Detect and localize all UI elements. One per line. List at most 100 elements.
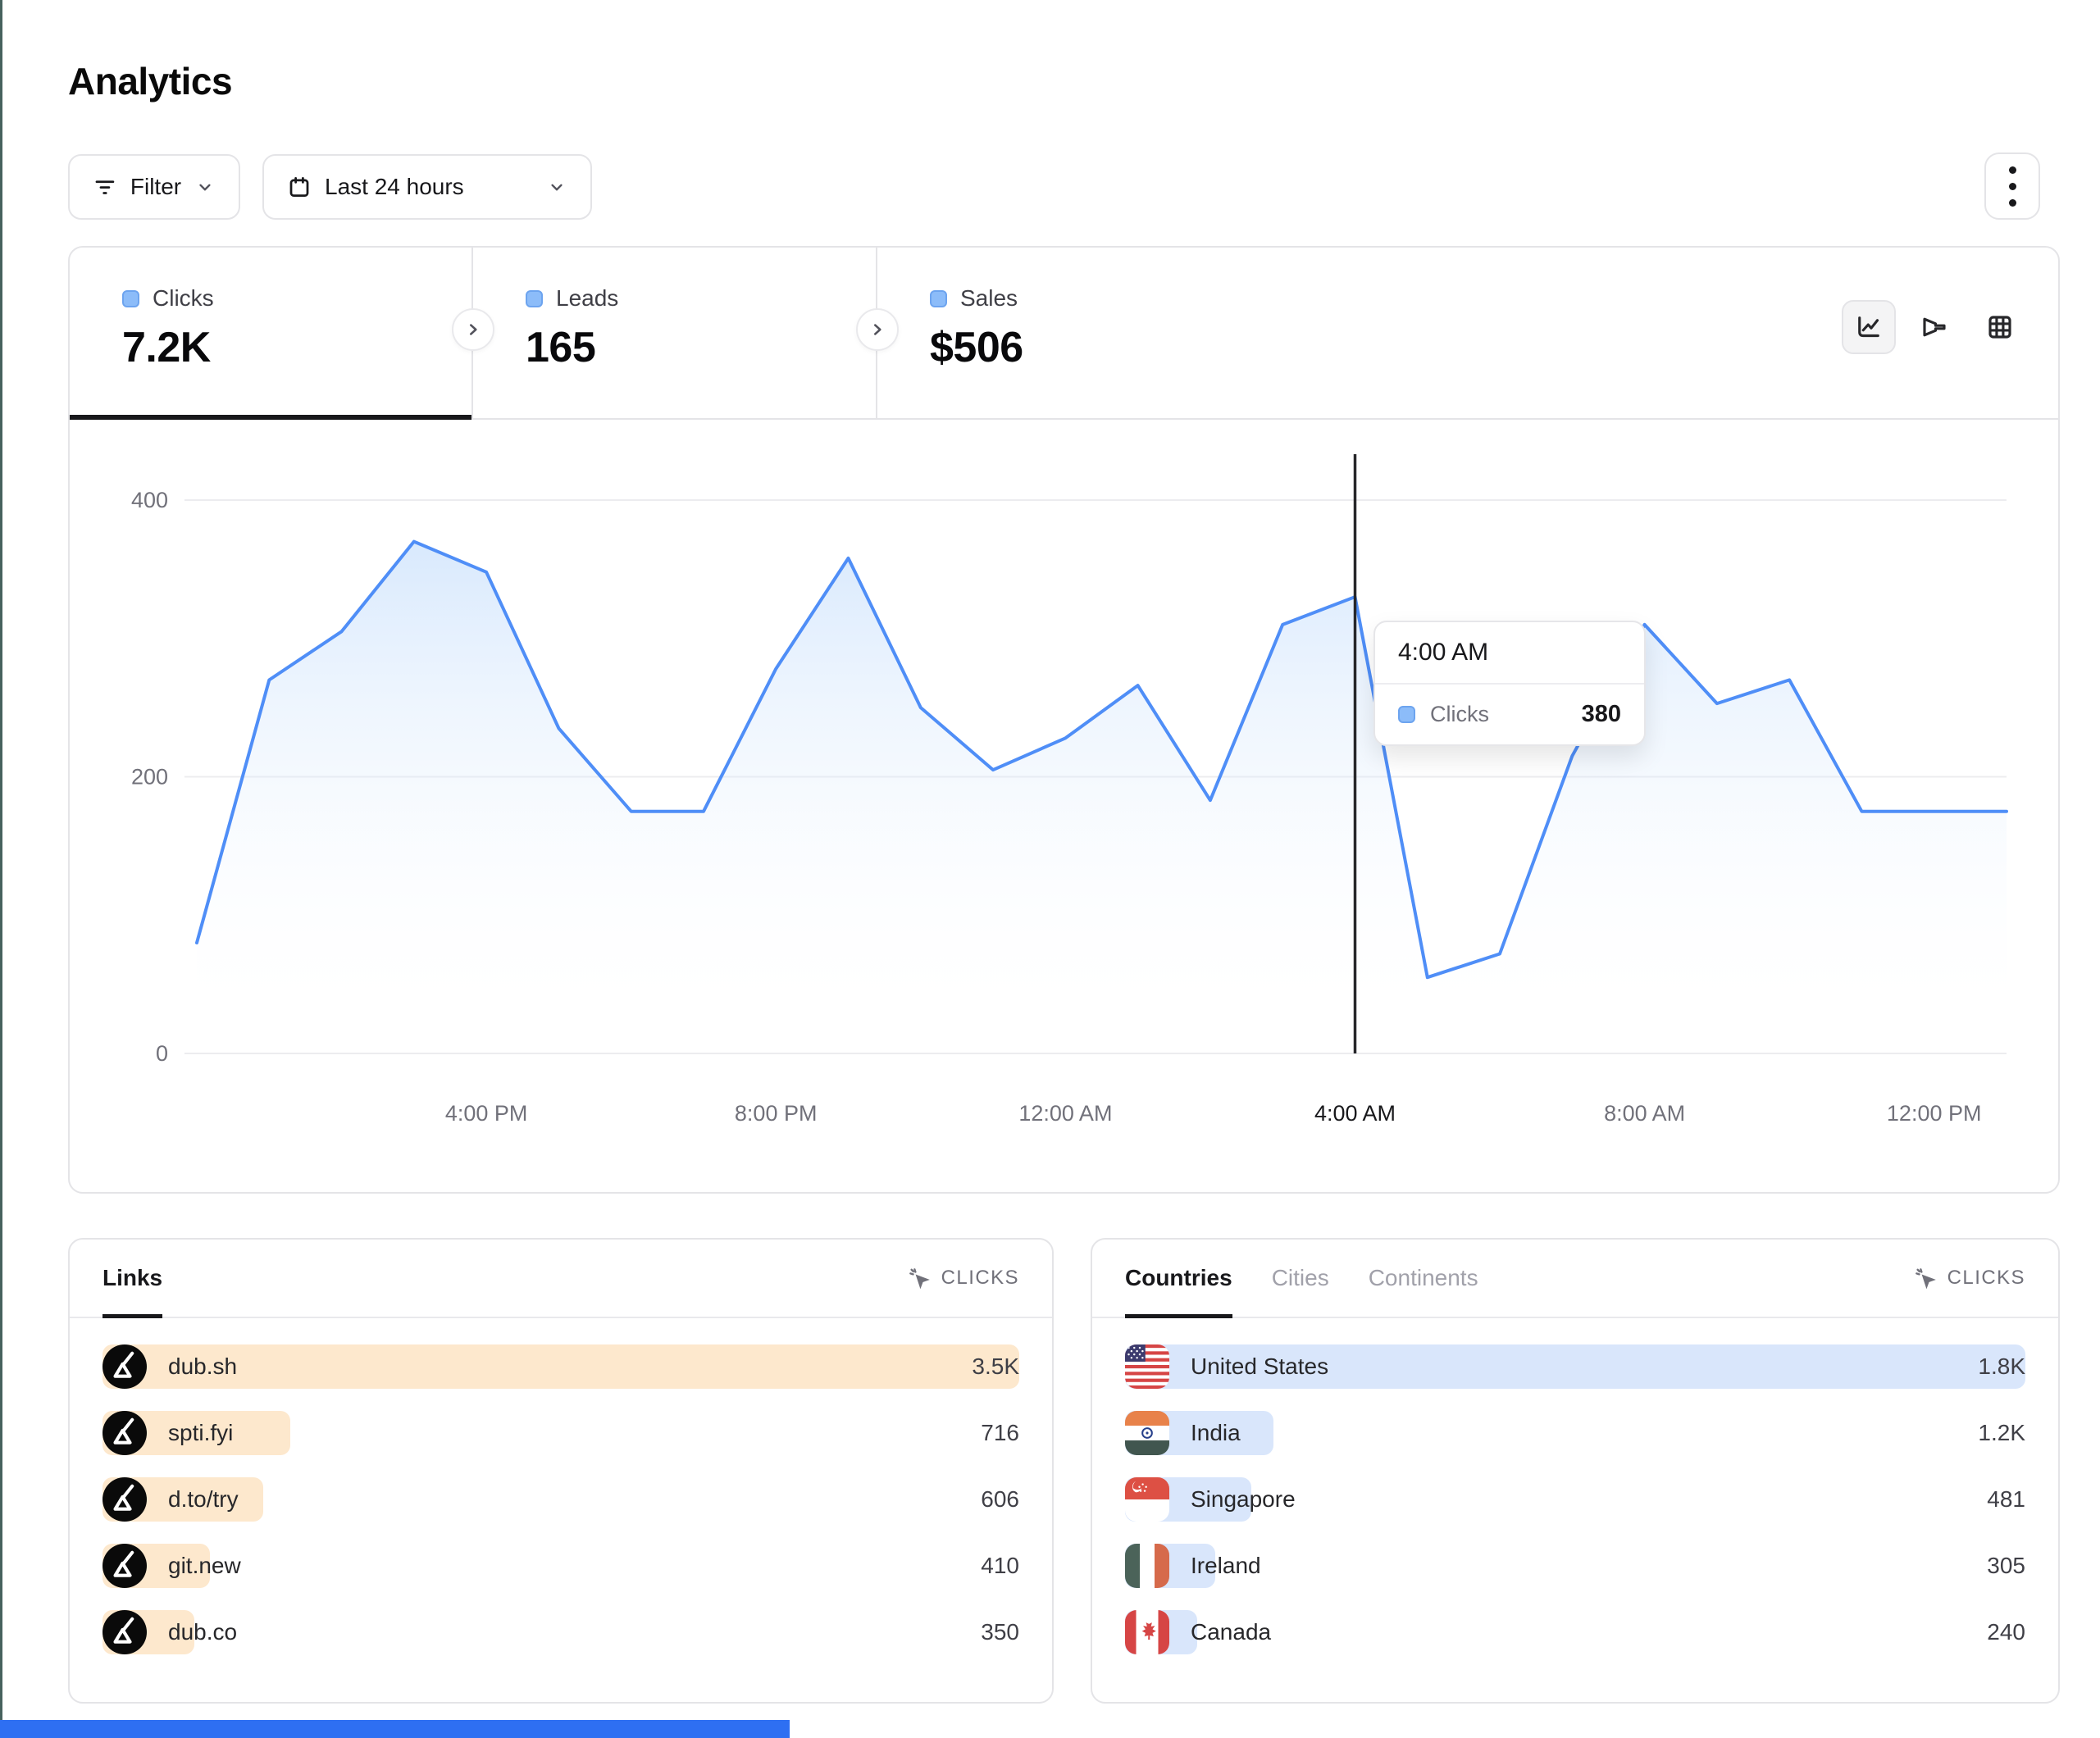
kebab-menu-icon xyxy=(2008,166,2016,207)
list-item-label: Canada xyxy=(1191,1619,1272,1645)
more-options-button[interactable] xyxy=(1984,152,2040,220)
tab-sales[interactable]: Sales $506 xyxy=(877,248,2058,418)
list-item-label: Singapore xyxy=(1191,1486,1296,1512)
flag-sg-icon xyxy=(1125,1477,1169,1522)
x-axis-label: 8:00 AM xyxy=(1604,1101,1685,1126)
line-chart-icon xyxy=(1858,316,1879,338)
cursor-click-icon xyxy=(1915,1268,1936,1290)
countries-metric-label: CLICKS xyxy=(1947,1267,2025,1289)
chart-area xyxy=(197,541,2007,1053)
page-title: Analytics xyxy=(68,60,233,102)
date-range-button[interactable]: Last 24 hours xyxy=(262,154,592,220)
tooltip-time: 4:00 AM xyxy=(1375,622,1644,685)
below-fold-banner-edge xyxy=(0,1720,790,1738)
list-item-label: git.new xyxy=(168,1553,241,1578)
clicks-legend-swatch xyxy=(122,289,139,307)
list-item[interactable]: Ireland 305 xyxy=(1125,1544,2025,1588)
chevron-right-icon xyxy=(469,324,477,335)
list-item-value: 410 xyxy=(981,1553,1019,1578)
list-item[interactable]: India 1.2K xyxy=(1125,1411,2025,1455)
countries-metric-toggle[interactable]: CLICKS xyxy=(1913,1266,2025,1290)
list-item-label: dub.co xyxy=(168,1619,238,1645)
metric-tabs: Clicks 7.2K Leads 165 Sales $506 xyxy=(70,248,2058,420)
chart-tooltip: 4:00 AM Clicks 380 xyxy=(1373,621,1646,746)
list-item-value: 350 xyxy=(981,1619,1019,1645)
filter-button-label: Filter xyxy=(130,174,182,199)
list-item[interactable]: Canada 240 xyxy=(1125,1610,2025,1654)
clicks-value: 7.2K xyxy=(122,324,211,371)
list-item-value: 716 xyxy=(981,1420,1019,1445)
dub-logo-icon xyxy=(102,1344,147,1389)
next-metric-button[interactable] xyxy=(452,308,494,351)
list-item-label: Ireland xyxy=(1191,1553,1261,1578)
tab-cities[interactable]: Cities xyxy=(1271,1265,1329,1290)
area-chart-svg[interactable]: 0 200 400 4:00 PM 8:00 PM 12:00 AM 4:00 AM 8:00… xyxy=(70,420,2058,1192)
list-item[interactable]: dub.sh 3.5K xyxy=(102,1344,1019,1389)
sales-value: $506 xyxy=(930,324,1023,371)
line-chart-view-button[interactable] xyxy=(1842,300,1896,354)
value-bar xyxy=(1125,1344,2025,1389)
y-axis-label: 400 xyxy=(131,488,168,512)
list-item[interactable]: d.to/try 606 xyxy=(102,1477,1019,1522)
tooltip-value: 380 xyxy=(1581,701,1621,727)
leads-value: 165 xyxy=(526,324,596,371)
list-item[interactable]: United States 1.8K xyxy=(1125,1344,2025,1389)
list-item-label: dub.sh xyxy=(168,1354,238,1379)
list-item-label: India xyxy=(1191,1420,1241,1445)
countries-list: United States 1.8K India 1.2K Singapore 481 Ir… xyxy=(1092,1318,2058,1654)
list-item[interactable]: spti.fyi 716 xyxy=(102,1411,1019,1455)
list-item-label: United States xyxy=(1191,1354,1329,1379)
chevron-down-icon xyxy=(199,184,211,191)
tooltip-legend-swatch xyxy=(1398,706,1415,723)
calendar-icon xyxy=(289,177,309,197)
tab-continents[interactable]: Continents xyxy=(1368,1265,1478,1290)
clicks-tab-label: Clicks xyxy=(153,285,214,311)
flag-in-icon xyxy=(1125,1411,1169,1455)
next-metric-button[interactable] xyxy=(856,308,899,351)
tab-leads[interactable]: Leads 165 xyxy=(473,248,877,418)
sales-tab-label: Sales xyxy=(960,285,1018,311)
list-item-value: 305 xyxy=(1987,1553,2025,1578)
list-item[interactable]: dub.co 350 xyxy=(102,1610,1019,1654)
links-panel-header: Links CLICKS xyxy=(70,1240,1052,1318)
list-item[interactable]: git.new 410 xyxy=(102,1544,1019,1588)
x-axis-label: 8:00 PM xyxy=(735,1101,818,1126)
table-view-button[interactable] xyxy=(1973,300,2027,354)
funnel-icon xyxy=(1923,317,1946,337)
cursor-click-icon xyxy=(909,1268,930,1290)
links-metric-label: CLICKS xyxy=(941,1267,1019,1289)
dub-logo-icon xyxy=(102,1610,147,1654)
window-edge-strip xyxy=(0,0,2,1738)
funnel-view-button[interactable] xyxy=(1907,300,1961,354)
tab-countries[interactable]: Countries xyxy=(1125,1240,1232,1318)
leads-tab-label: Leads xyxy=(556,285,619,311)
x-axis-label: 12:00 AM xyxy=(1018,1101,1112,1126)
list-item-label: spti.fyi xyxy=(168,1420,234,1445)
filter-icon xyxy=(95,180,115,194)
dub-logo-icon xyxy=(102,1544,147,1588)
sales-legend-swatch xyxy=(930,289,947,307)
list-item-value: 481 xyxy=(1987,1486,2025,1512)
chart-view-toggles xyxy=(1842,300,2027,354)
tab-links[interactable]: Links xyxy=(102,1240,163,1318)
list-item-value: 1.2K xyxy=(1978,1420,2025,1445)
flag-ca-icon xyxy=(1125,1610,1169,1654)
links-metric-toggle[interactable]: CLICKS xyxy=(907,1266,1019,1290)
date-range-label: Last 24 hours xyxy=(325,174,464,199)
clicks-area-chart[interactable]: 0 200 400 4:00 PM 8:00 PM 12:00 AM 4:00 AM 8:00… xyxy=(70,420,2058,1192)
list-item-value: 240 xyxy=(1987,1619,2025,1645)
chart-line xyxy=(195,539,2008,980)
filter-button[interactable]: Filter xyxy=(68,154,240,220)
list-item-value: 1.8K xyxy=(1978,1354,2025,1379)
value-bar xyxy=(102,1344,1019,1389)
tab-clicks[interactable]: Clicks 7.2K xyxy=(70,248,473,420)
chevron-right-icon xyxy=(873,324,881,335)
tooltip-series-label: Clicks xyxy=(1430,702,1489,726)
list-item-label: d.to/try xyxy=(168,1486,239,1512)
flag-us-icon xyxy=(1125,1344,1169,1389)
list-item-value: 606 xyxy=(981,1486,1019,1512)
flag-ie-icon xyxy=(1125,1544,1169,1588)
list-item[interactable]: Singapore 481 xyxy=(1125,1477,2025,1522)
leads-legend-swatch xyxy=(526,289,543,307)
